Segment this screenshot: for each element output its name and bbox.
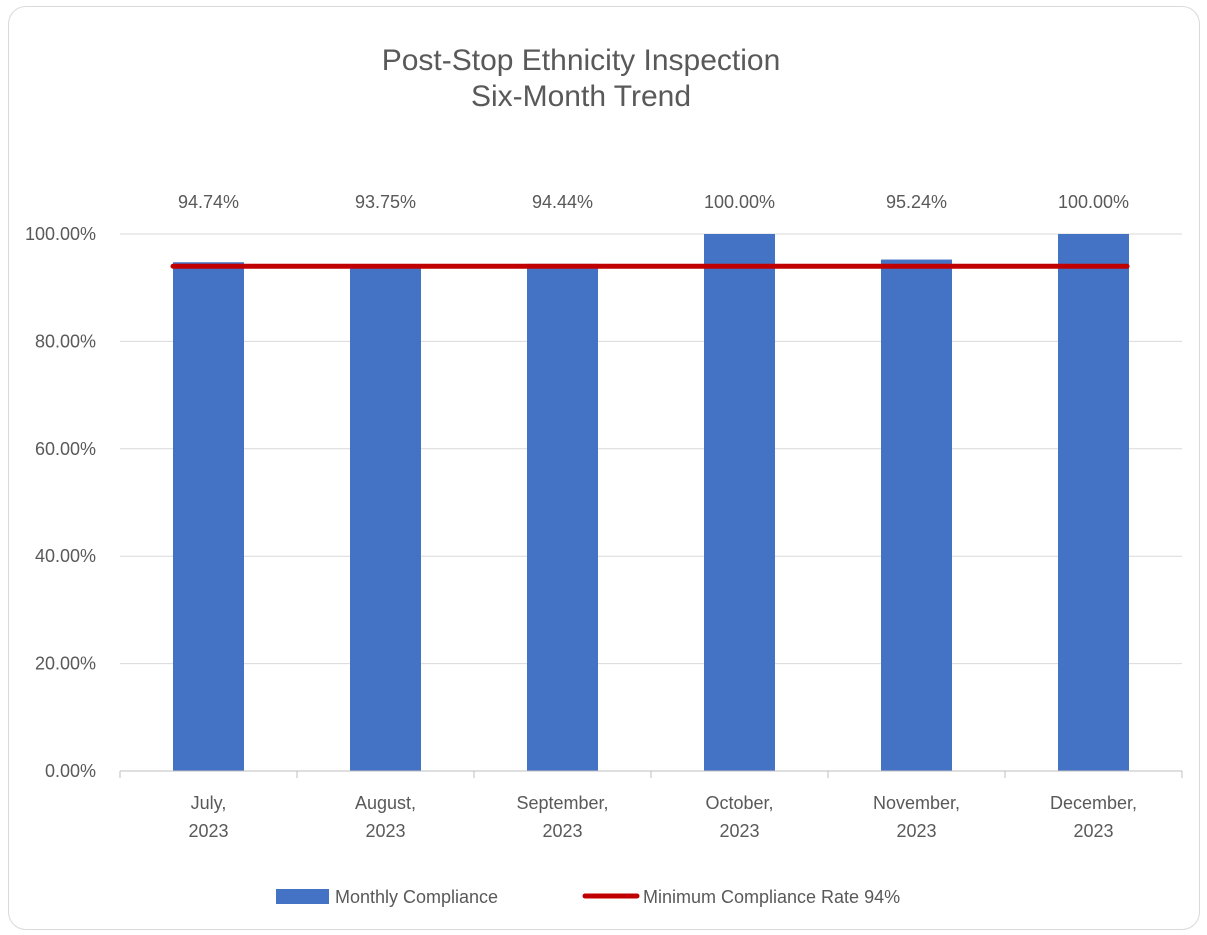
x-category-label: 2023 [542,821,582,841]
bar [527,263,598,771]
chart-title-line: Post-Stop Ethnicity Inspection [382,44,781,77]
x-category-label: 2023 [1073,821,1113,841]
x-category-label: September, [516,793,608,813]
y-tick-label: 100.00% [25,224,96,244]
data-label: 100.00% [704,192,775,212]
data-label: 93.75% [355,192,416,212]
y-tick-label: 60.00% [35,439,96,459]
x-axis: July, 2023 August, 2023 September, 2023 Octobe… [119,770,1183,841]
data-label: 100.00% [1058,192,1129,212]
legend-label: Minimum Compliance Rate 94% [643,887,900,907]
data-label: 94.74% [178,192,239,212]
x-category-label: 2023 [188,821,228,841]
gridlines [120,233,1182,665]
y-tick-label: 80.00% [35,331,96,351]
data-labels: 94.74% 93.75% 94.44% 100.00% 95.24% 100.00% [178,192,1129,212]
bar [1058,234,1129,771]
bars [173,234,1129,771]
legend-label: Monthly Compliance [335,887,498,907]
y-tick-label: 20.00% [35,654,96,674]
x-category-label: November, [873,793,960,813]
bar [350,267,421,771]
x-category-label: 2023 [365,821,405,841]
x-category-label: December, [1050,793,1137,813]
legend-swatch-bar [276,889,329,904]
x-category-label: August, [355,793,416,813]
data-label: 95.24% [886,192,947,212]
y-tick-label: 40.00% [35,546,96,566]
data-label: 94.44% [532,192,593,212]
x-category-label: 2023 [896,821,936,841]
legend: Monthly Compliance Minimum Compliance Rat… [276,887,900,907]
bar [173,262,244,771]
chart-title: Post-Stop Ethnicity InspectionSix-Month … [382,44,781,113]
y-tick-label: 0.00% [45,761,96,781]
x-category-label: 2023 [719,821,759,841]
x-category-label: July, [191,793,227,813]
bar [704,234,775,771]
chart-title-line: Six-Month Trend [471,80,691,113]
x-category-label: October, [705,793,773,813]
y-axis-ticks: 0.00% 20.00% 40.00% 60.00% 80.00% 100.00% [25,224,96,781]
bar [881,259,952,771]
